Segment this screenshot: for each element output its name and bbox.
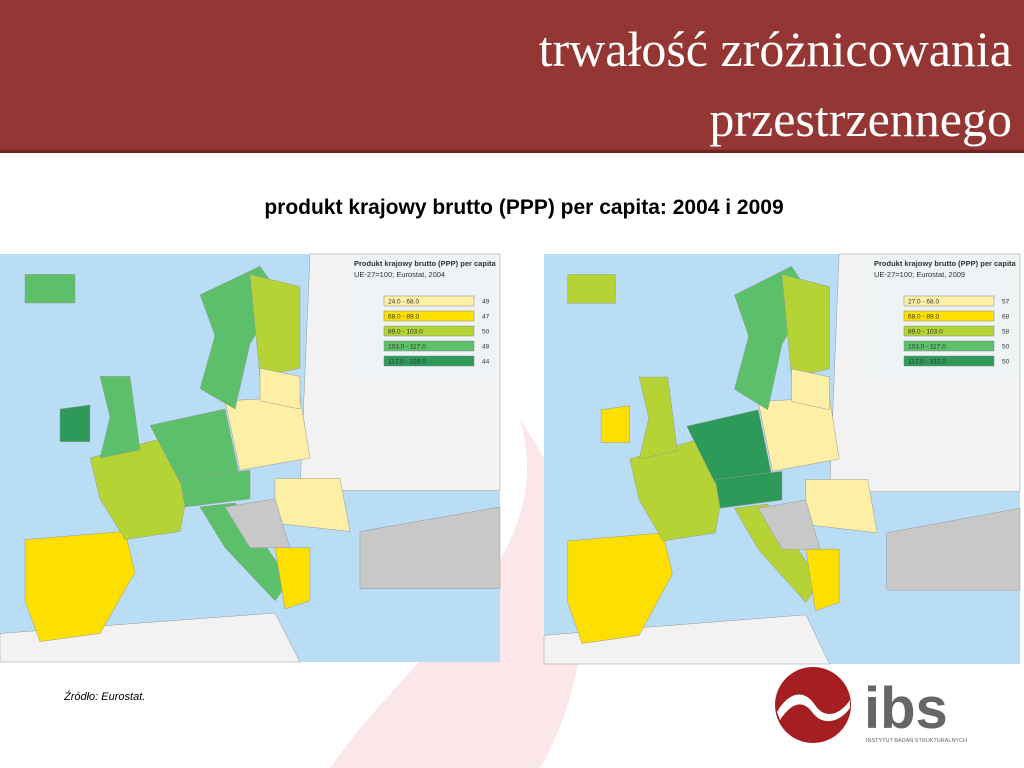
header-bar [0, 0, 1024, 152]
legend-range: 103.0 - 117.0 [908, 344, 946, 351]
logo-tagline: INSTYTUT BADAŃ STRUKTURALNYCH [866, 737, 967, 744]
legend-swatch [903, 310, 995, 322]
logo-swoosh [777, 694, 850, 722]
region [274, 547, 311, 610]
legend-range: 89.0 - 103.0 [388, 329, 423, 336]
legend-range: 117.0 - 329.0 [388, 359, 426, 366]
legend-range: 27.0 - 68.0 [908, 299, 939, 306]
region [274, 478, 351, 532]
legend-swatch [903, 325, 995, 337]
source: Źródło: Eurostat. [63, 690, 145, 703]
legend-count: 49 [482, 299, 490, 306]
legend-count: 68 [1002, 314, 1010, 321]
title-line: trwałość zróżnicowania [539, 21, 1012, 77]
legend-count: 47 [482, 314, 490, 321]
legend-swatch [383, 295, 475, 307]
legend-count: 50 [1002, 359, 1010, 366]
legend-swatch [903, 355, 995, 367]
map: Produkt krajowy brutto (PPP) per capita U… [543, 253, 1021, 665]
region [567, 274, 616, 304]
legend-swatch [383, 310, 475, 322]
region [259, 367, 301, 410]
legend-range: 103.0 - 117.0 [388, 344, 426, 351]
legend-subtitle: UE-27=100; Eurostat, 2009 [874, 270, 965, 279]
region [600, 405, 630, 443]
legend-subtitle: UE-27=100; Eurostat, 2004 [354, 270, 445, 279]
legend-swatch [903, 295, 995, 307]
maps: Produkt krajowy brutto (PPP) per capita U… [0, 253, 1021, 665]
region [0, 612, 301, 663]
legend-count: 58 [1002, 329, 1010, 336]
legend-swatch [383, 355, 475, 367]
region [179, 469, 251, 508]
legend-title: Produkt krajowy brutto (PPP) per capita [874, 259, 1017, 268]
legend-count: 48 [482, 344, 490, 351]
map: Produkt krajowy brutto (PPP) per capita U… [0, 253, 501, 663]
region [59, 404, 91, 442]
region [99, 376, 141, 459]
region [781, 274, 830, 378]
region [638, 376, 678, 460]
logo-name: ibs [864, 676, 948, 741]
region [805, 548, 840, 612]
region [249, 274, 301, 377]
legend-count: 50 [1002, 344, 1010, 351]
legend-range: 24.0 - 68.0 [388, 299, 419, 306]
region [359, 506, 501, 589]
decoration [330, 420, 583, 768]
legend-swatch [383, 325, 475, 337]
legend-range: 68.0 - 89.0 [908, 314, 939, 321]
region [805, 479, 878, 534]
legend-range: 117.0 - 332.0 [908, 359, 946, 366]
legend-range: 89.0 - 103.0 [908, 329, 943, 336]
legend-count: 44 [482, 359, 490, 366]
region [715, 471, 783, 509]
region [886, 507, 1021, 591]
logo: ibs INSTYTUT BADAŃ STRUKTURALNYCH [775, 667, 967, 744]
legend-title: Produkt krajowy brutto (PPP) per capita [354, 259, 497, 268]
legend-count: 57 [1002, 299, 1010, 306]
legend-count: 50 [482, 329, 490, 336]
title-line: przestrzennego [709, 91, 1012, 147]
legend-range: 68.0 - 89.0 [388, 314, 419, 321]
legend-swatch [903, 340, 995, 352]
subtitle: produkt krajowy brutto (PPP) per capita:… [264, 196, 783, 219]
region [24, 274, 76, 304]
header-border [0, 150, 1024, 153]
region [543, 614, 830, 665]
region [791, 368, 830, 411]
legend-swatch [383, 340, 475, 352]
